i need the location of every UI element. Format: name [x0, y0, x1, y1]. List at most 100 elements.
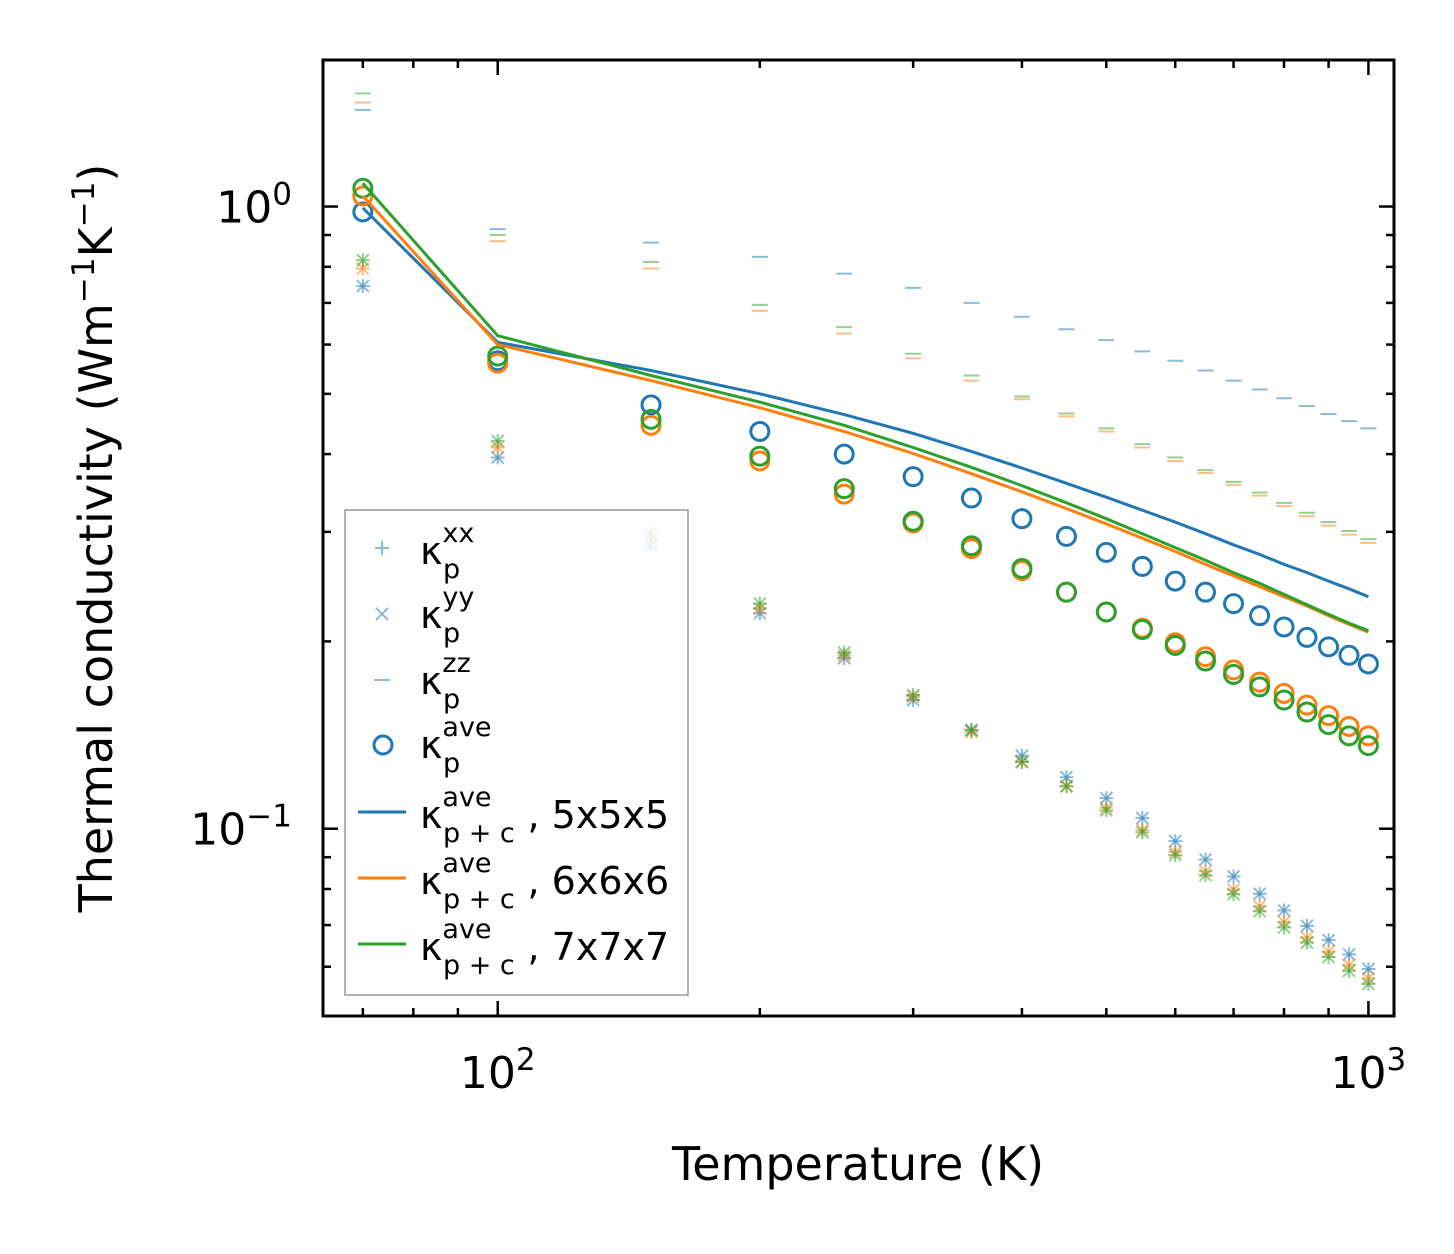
legend-entry: κave p + c, 5x5x5 — [358, 782, 669, 849]
legend-label: κxx p — [420, 518, 474, 585]
kyy-point — [1226, 887, 1241, 901]
series-ave-7x7x7 — [352, 177, 1379, 757]
kave-point — [833, 443, 855, 465]
legend-box — [344, 509, 689, 996]
y-tick-label: 100 — [216, 177, 292, 234]
legend-plus-marker — [375, 541, 389, 555]
kyy-point — [964, 723, 979, 737]
kyy-point — [1198, 852, 1213, 867]
kave-point — [1273, 682, 1295, 704]
kyy-point — [491, 450, 505, 465]
axis-ticks: 102 103 10−1 100 — [190, 60, 1406, 1099]
kave-point — [1055, 525, 1077, 547]
kave-point — [487, 352, 509, 374]
kyy-point — [1168, 848, 1182, 862]
kyy-point — [1342, 947, 1356, 962]
kave-point — [749, 420, 771, 442]
kave-point — [1131, 619, 1153, 641]
kave-point — [902, 510, 924, 532]
kave-point — [640, 414, 662, 436]
kyy-point — [1099, 803, 1114, 818]
kyy-point — [1059, 779, 1074, 793]
kave-point — [902, 466, 924, 488]
legend-entry: κave p — [372, 712, 492, 779]
kyy-point — [1300, 935, 1314, 950]
x-axis-title: Temperature (K) — [671, 1137, 1044, 1191]
kyy-point — [491, 434, 505, 448]
legend-entry: κxx p — [375, 518, 474, 585]
kave-point — [1338, 644, 1360, 666]
kave-point — [1318, 705, 1340, 727]
kave-point — [1055, 581, 1077, 603]
legend-cross-marker — [375, 607, 389, 621]
kave-point — [833, 478, 855, 500]
legend-label: κyy p — [420, 582, 474, 649]
kave-point — [1011, 508, 1033, 530]
kave-point — [1249, 676, 1271, 698]
kyy-point — [1252, 904, 1267, 918]
kave-point — [1131, 555, 1153, 577]
legend-entry: κave p + c, 7x7x7 — [358, 914, 669, 981]
kave-point — [1338, 715, 1360, 737]
kave-point — [1318, 714, 1340, 736]
legend-entry: κyy p — [375, 582, 474, 649]
kyy-point — [1342, 964, 1356, 978]
kave-point — [1223, 663, 1245, 685]
kave-point — [1357, 735, 1379, 757]
kave-point — [1338, 725, 1360, 747]
kave-point — [1318, 636, 1340, 658]
kyy-point — [1361, 977, 1376, 991]
kpc-line-7x7x7 — [361, 182, 1369, 633]
kave-point — [1296, 626, 1318, 648]
kyy-point — [906, 688, 920, 702]
kave-point — [1164, 635, 1186, 657]
legend-label: κave p + c, 7x7x7 — [420, 914, 669, 981]
kyy-point — [1198, 868, 1213, 882]
kyy-point — [1277, 903, 1291, 918]
legend-entry: κave p + c, 6x6x6 — [358, 848, 669, 915]
kyy-point — [1168, 834, 1182, 848]
kyy-point — [356, 253, 370, 267]
kave-point — [1296, 694, 1318, 716]
plot-marks — [352, 92, 1379, 991]
kyy-point — [1099, 791, 1114, 805]
kave-point — [1164, 570, 1186, 592]
kave-point — [1249, 605, 1271, 627]
series-ave-5x5x5 — [352, 201, 1379, 675]
kave-point — [640, 394, 662, 416]
legend-label: κave p + c, 6x6x6 — [420, 848, 669, 915]
legend-label: κave p — [420, 712, 492, 779]
kave-point — [1095, 541, 1117, 563]
kave-point — [1296, 701, 1318, 723]
kyy-point — [1135, 811, 1150, 825]
kyy-point — [1321, 950, 1336, 964]
y-axis-title: Thermal conductivity (Wm−1K−1) — [66, 164, 123, 914]
x-tick-label: 102 — [460, 1042, 536, 1099]
kave-point — [1223, 593, 1245, 615]
kave-point — [1095, 601, 1117, 623]
kyy-point — [753, 596, 767, 611]
kave-point — [1273, 689, 1295, 711]
kyy-point — [1277, 920, 1291, 935]
kave-point — [1357, 653, 1379, 675]
kyy-point — [1226, 869, 1241, 884]
x-tick-label: 103 — [1331, 1042, 1407, 1099]
kave-point — [487, 345, 509, 367]
kave-point — [749, 445, 771, 467]
kyy-point — [356, 279, 370, 293]
kave-point — [640, 408, 662, 430]
kave-point — [833, 483, 855, 505]
legend-entry: κzz p — [374, 648, 471, 715]
series-7x7x7 — [354, 92, 1377, 991]
legend-label: κave p + c, 5x5x5 — [420, 782, 669, 849]
kpc-line-5x5x5 — [361, 206, 1369, 599]
kyy-point — [837, 645, 851, 660]
y-tick-label: 10−1 — [190, 799, 292, 856]
kyy-point — [1135, 825, 1150, 839]
kave-point — [960, 487, 982, 509]
legend-label: κzz p — [420, 648, 471, 715]
legend-circle-marker — [372, 734, 394, 756]
kave-point — [1273, 616, 1295, 638]
